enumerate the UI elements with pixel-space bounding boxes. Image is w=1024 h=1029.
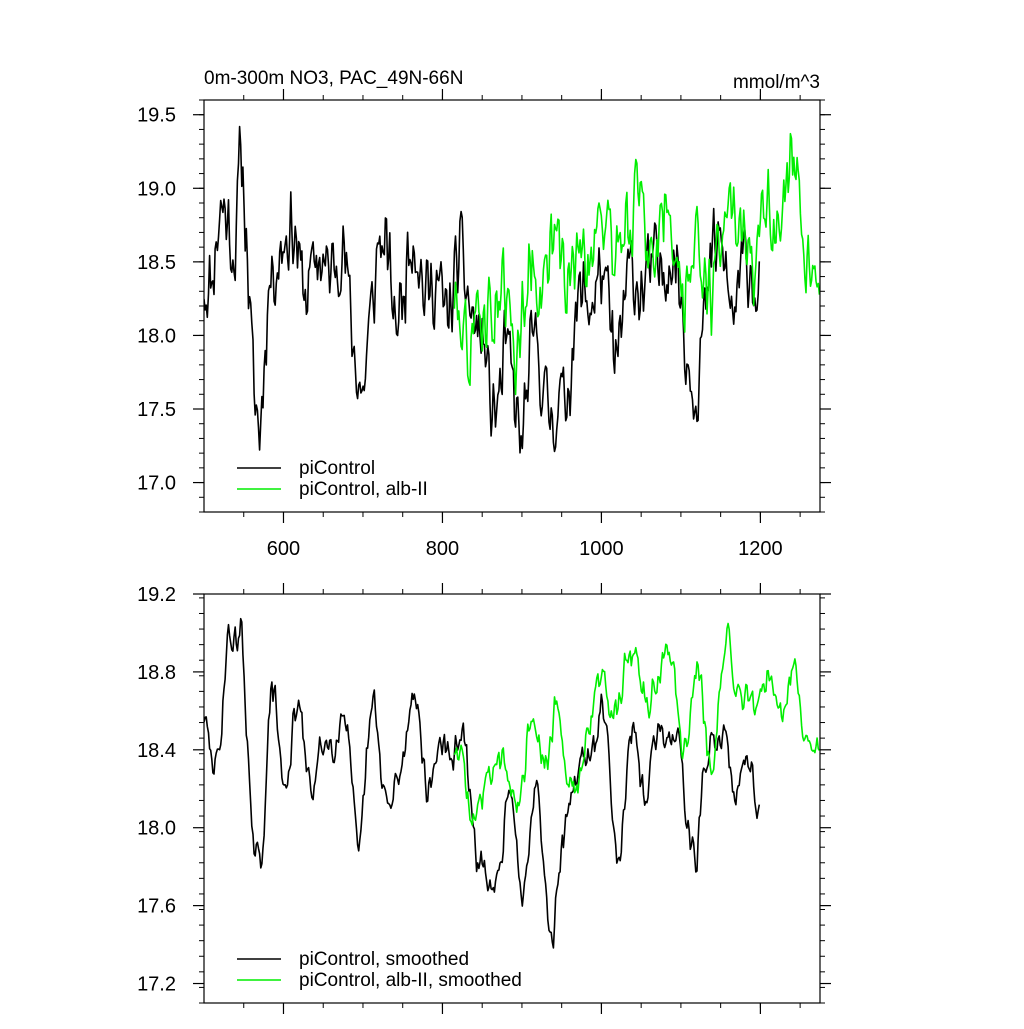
series-line-bottom-0 [204,617,761,949]
series-line-bottom-1 [453,622,820,826]
series-line-top-1 [453,132,820,396]
y-tick-label: 19.5 [137,105,176,127]
units-label: mmol/m^3 [733,72,820,93]
y-tick-label: 18.5 [137,252,176,274]
y-tick-label: 19.2 [137,584,176,606]
y-tick-label: 19.0 [137,178,176,200]
x-tick-label: 1200 [738,538,783,560]
legend-label-0: piControl, smoothed [299,949,469,970]
y-tick-label: 17.0 [137,473,176,495]
y-tick-label: 17.6 [137,896,176,918]
x-tick-label: 1000 [579,538,624,560]
legend-label-1: piControl, alb-II [299,479,428,500]
plot-frame-bottom [203,593,821,1004]
y-tick-label: 18.4 [137,740,176,762]
y-tick-label: 18.8 [137,662,176,684]
series-line-top-0 [204,125,761,454]
y-tick-label: 18.0 [137,325,176,347]
plot-frame-top [203,99,821,513]
x-tick-label: 800 [426,538,459,560]
legend-label-1: piControl, alb-II, smoothed [299,970,522,991]
chart-title: 0m-300m NO3, PAC_49N-66N [204,68,463,89]
legend-label-0: piControl [299,458,375,479]
chart-panel-top: 17.0 17.5 18.0 18.5 19.0 19.5 600 800 1000 1200 pi… [137,89,831,560]
y-tick-label: 18.0 [137,818,176,840]
y-tick-label: 17.5 [137,399,176,421]
x-tick-label: 600 [267,538,300,560]
chart-panel-bottom: 17.2 17.6 18.0 18.4 18.8 19.2 piControl, smoot… [137,583,831,1014]
y-tick-label: 17.2 [137,974,176,996]
